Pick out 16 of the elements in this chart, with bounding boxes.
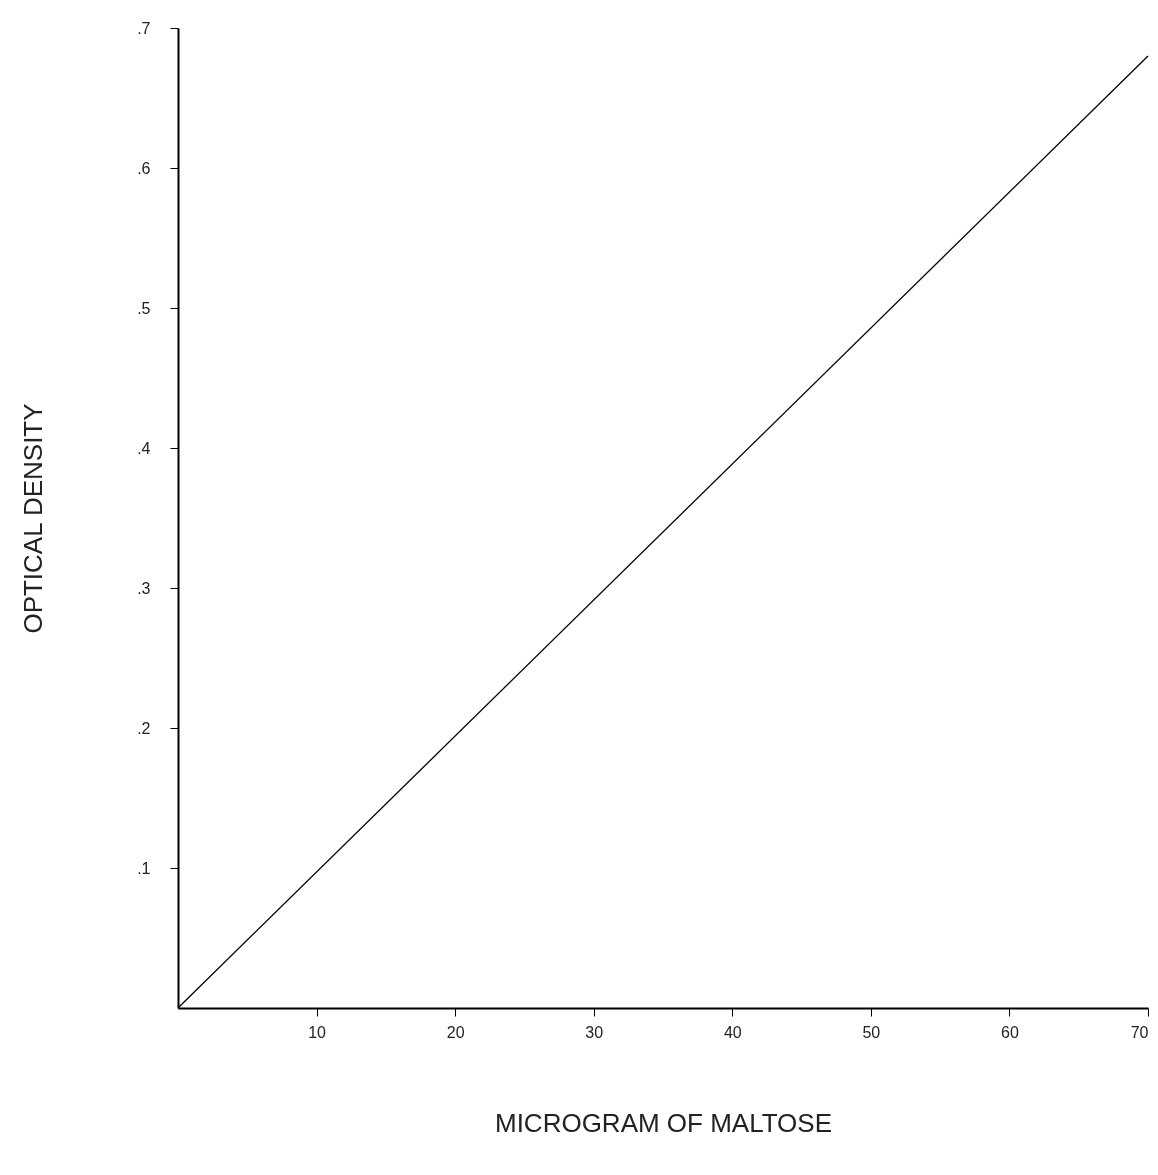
x-tick-label: 70 bbox=[1130, 1023, 1149, 1041]
x-tick-label: 50 bbox=[862, 1023, 881, 1041]
y-tick-label: .3 bbox=[137, 579, 151, 597]
x-tick-label: 40 bbox=[723, 1023, 742, 1041]
x-tick-label: 30 bbox=[585, 1023, 604, 1041]
y-tick-label: .4 bbox=[137, 439, 151, 457]
y-axis-title: OPTICAL DENSITY bbox=[18, 403, 49, 634]
y-tick-label: .5 bbox=[137, 299, 151, 317]
y-tick-label: .6 bbox=[137, 159, 151, 177]
x-axis-title: MICROGRAM OF MALTOSE bbox=[494, 1107, 833, 1138]
y-tick-label: .1 bbox=[137, 859, 151, 877]
x-tick-label: 10 bbox=[308, 1023, 327, 1041]
y-tick-label: .2 bbox=[137, 719, 151, 737]
x-tick-label: 20 bbox=[446, 1023, 465, 1041]
y-tick-label: .7 bbox=[137, 19, 151, 37]
x-tick-label: 60 bbox=[1001, 1023, 1019, 1041]
